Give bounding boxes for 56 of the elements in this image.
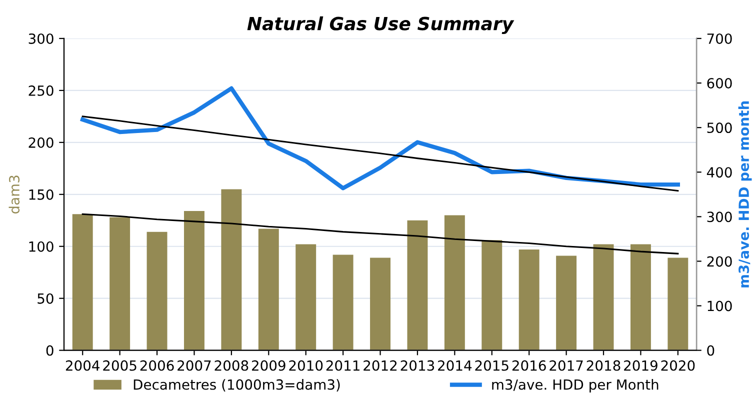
y2-tick-label: 700: [707, 33, 732, 44]
legend-label: Decametres (1000m3=dam3): [134, 379, 340, 392]
bar: [482, 240, 502, 350]
bar: [518, 249, 540, 350]
x-tick-label: 2005: [103, 360, 136, 371]
bar: [258, 228, 279, 350]
y-tick-label: 200: [28, 137, 54, 148]
y-tick-label: 250: [28, 85, 54, 96]
x-tick-label: 2007: [178, 360, 211, 371]
y-tick-label: 150: [29, 189, 54, 200]
bar: [332, 254, 354, 350]
bar: [296, 244, 316, 350]
x-tick-label: 2013: [400, 360, 434, 371]
y2-axis-title: m3/ave. HDD per month: [738, 101, 752, 288]
x-tick-label: 2018: [586, 360, 620, 371]
y-axis-title: dam3: [8, 176, 20, 214]
y-tick-label: 100: [29, 241, 54, 252]
bar: [221, 189, 242, 350]
x-tick-label: 2019: [624, 360, 658, 371]
x-tick-label: 2008: [214, 360, 248, 371]
bar: [593, 244, 614, 350]
bar: [184, 211, 204, 350]
y2-tick-label: 200: [707, 256, 732, 267]
y2-tick-label: 100: [708, 300, 732, 312]
y-tick-label: 50: [38, 293, 54, 304]
y2-tick-label: 0: [707, 345, 714, 356]
x-tick-label: 2015: [475, 360, 508, 371]
bar: [146, 232, 168, 350]
y2-tick-label: 300: [707, 212, 732, 222]
x-tick-label: 2014: [438, 360, 472, 371]
x-tick-label: 2016: [512, 360, 546, 371]
y-tick-label: 300: [28, 33, 54, 44]
bar: [407, 220, 428, 350]
bar: [72, 214, 93, 350]
y-tick-label: 0: [46, 345, 54, 356]
x-tick-label: 2004: [66, 360, 100, 371]
y2-tick-label: 400: [706, 167, 732, 178]
line-series: [82, 213, 679, 254]
bar: [370, 258, 390, 350]
x-tick-label: 2017: [550, 360, 583, 371]
x-tick-label: 2011: [326, 360, 360, 371]
chart-title: Natural Gas Use Summary: [247, 16, 514, 34]
legend-label: m3/ave. HDD per Month: [492, 379, 658, 392]
y2-tick-label: 600: [707, 78, 732, 88]
x-tick-label: 2006: [140, 360, 174, 371]
x-tick-label: 2020: [661, 360, 695, 371]
y2-tick-label: 500: [707, 122, 732, 134]
bar: [110, 217, 130, 350]
bar: [630, 244, 651, 350]
bar: [444, 215, 465, 350]
line-series: [82, 116, 679, 192]
bar: [556, 256, 577, 350]
bar: [668, 258, 688, 350]
x-tick-label: 2012: [364, 360, 397, 371]
x-tick-label: 2010: [289, 360, 323, 371]
x-tick-label: 2009: [252, 360, 286, 371]
